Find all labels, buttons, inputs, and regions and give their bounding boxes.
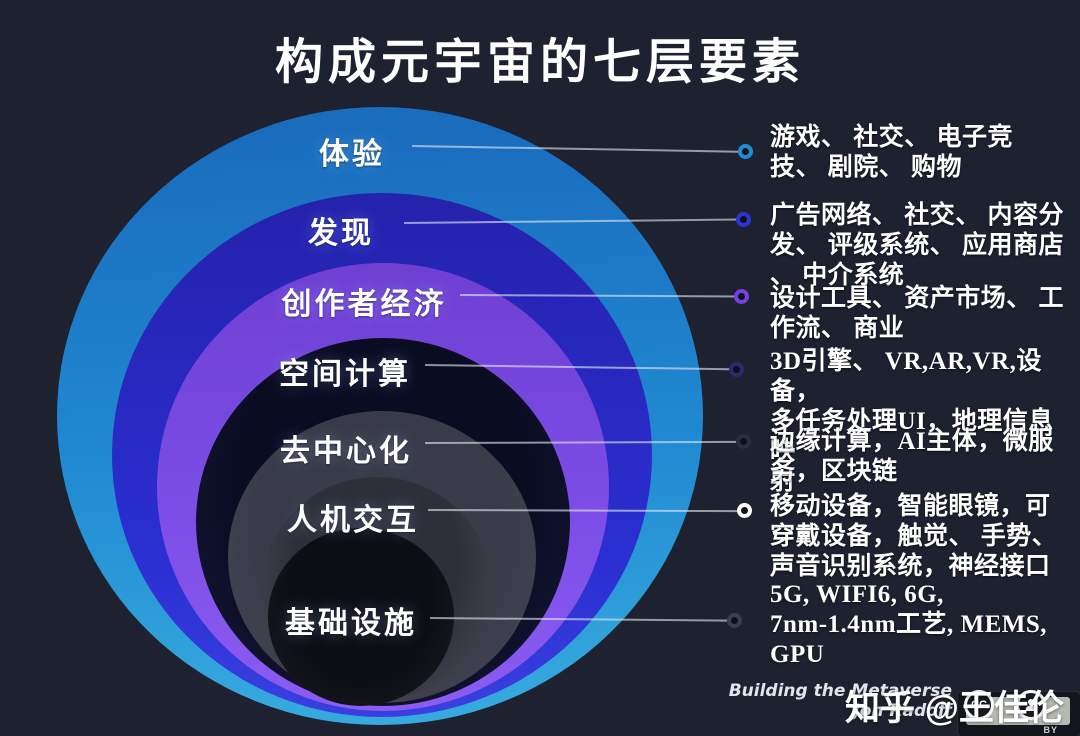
- layer-label-human-interface: 人机交互: [287, 504, 419, 537]
- layer-label-discovery: 发现: [308, 217, 374, 250]
- desc-human-interface: 移动设备，智能眼镜，可 穿戴设备，触觉、 手势、 声音识别系统，神经接口: [770, 493, 1058, 580]
- connector-dot-decentralization: [736, 434, 751, 449]
- source-credit-work: Building the Metaverse: [728, 681, 952, 701]
- cc-icon: CC: [964, 690, 994, 720]
- connector-dot-infrastructure: [727, 613, 742, 628]
- cc-license-badge: CC BY: [957, 690, 1080, 736]
- connector-dot-discovery: [736, 212, 751, 227]
- zhihu-watermark: 知乎 @王佳伦: [845, 689, 1064, 728]
- by-person-icon: [1016, 690, 1046, 720]
- by-label: BY: [1043, 725, 1058, 735]
- desc-creator-economy: 设计工具、 资产市场、 工 作流、 商业: [770, 285, 1065, 342]
- person-glyph: [1025, 699, 1037, 711]
- layer-label-infrastructure: 基础设施: [285, 607, 417, 640]
- connector-dot-experience: [738, 144, 753, 159]
- connector-dot-spatial-computing: [729, 362, 744, 377]
- connector-dot-human-interface: [737, 503, 752, 518]
- layer-circle-infrastructure: [268, 528, 454, 706]
- source-credit-author: Jon Radoff: [853, 701, 952, 721]
- page-title: 构成元宇宙的七层要素: [274, 36, 805, 89]
- connector-dot-creator-economy: [734, 289, 749, 304]
- cc-icon-text: CC: [971, 699, 987, 711]
- layer-label-experience: 体验: [319, 138, 385, 171]
- desc-spatial-computing: 3D引擎、 VR,AR,VR,设备， 多任务处理UI，地理信息映 射: [770, 348, 1054, 495]
- desc-experience: 游戏、 社交、 电子竞 技、 剧院、 购物: [770, 124, 1014, 181]
- desc-discovery: 广告网络、 社交、 内容分 发、 评级系统、 应用商店 、 中介系统: [770, 202, 1065, 289]
- source-credit: Building the Metaverse Jon Radoff: [729, 681, 952, 721]
- layer-label-decentralization: 去中心化: [280, 435, 412, 468]
- desc-decentralization: 边缘计算，AI主体，微服 务，区块链: [770, 428, 1054, 485]
- layer-label-creator-economy: 创作者经济: [281, 288, 447, 321]
- layer-label-spatial-computing: 空间计算: [279, 358, 411, 391]
- desc-infrastructure: 5G, WIFI6, 6G, 7nm-1.4nm工艺, MEMS, GPU: [770, 581, 1048, 668]
